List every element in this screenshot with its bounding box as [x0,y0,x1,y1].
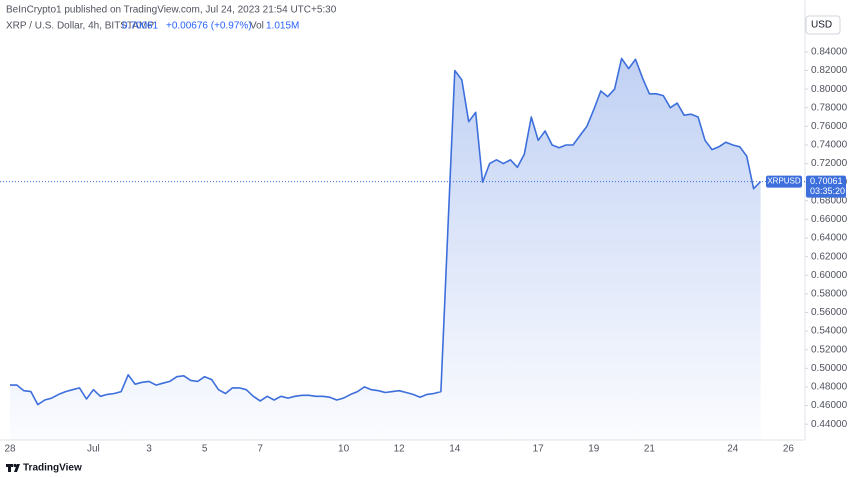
y-tick-label: 0.52000 [811,344,848,355]
x-tick-label: 26 [783,444,795,455]
x-tick-label: 14 [449,444,461,455]
y-tick-label: 0.68000 [811,195,848,206]
y-tick-label: 0.44000 [811,419,848,430]
symbol-badge [766,175,802,188]
countdown: 03:35:20 [810,186,845,196]
y-tick-label: 0.72000 [811,158,848,169]
y-tick-label: 0.62000 [811,251,848,262]
y-tick-label: 0.76000 [811,121,848,132]
x-tick-label: 24 [727,444,739,455]
volume: 1.015M [266,21,299,32]
brand-name: TradingView [23,463,82,474]
y-tick-label: 0.74000 [811,140,848,151]
x-tick-label: 7 [257,444,263,455]
currency: USD [811,20,832,31]
y-tick-label: 0.64000 [811,233,848,244]
x-tick-label: 17 [533,444,545,455]
y-tick-label: 0.46000 [811,400,848,411]
x-tick-label: 19 [588,444,600,455]
symbol: XRP / U.S. Dollar, 4h, BITSTAMP [6,21,154,32]
x-tick-label: 10 [338,444,350,455]
y-tick-label: 0.82000 [811,65,848,76]
y-tick-label: 0.58000 [811,289,848,300]
area-fill [10,58,761,441]
y-tick-label: 0.80000 [811,84,848,95]
last-price: 0.70061 [122,21,159,32]
y-tick-label: 0.66000 [811,214,848,225]
y-tick-label: 0.48000 [811,382,848,393]
currency-box[interactable] [805,15,841,35]
y-tick-label: 0.54000 [811,326,848,337]
price-badge [806,175,846,198]
brand [6,463,20,472]
y-tick-label: 0.78000 [811,102,848,113]
y-tick-label: 0.56000 [811,307,848,318]
x-tick-label: 21 [644,444,656,455]
x-tick-label: 28 [4,444,16,455]
price-line [10,57,762,406]
published-line: BeInCrypto1 published on TradingView.com… [6,5,337,16]
x-tick-label: 3 [146,444,152,455]
price-change: +0.00676 (+0.97%) [166,21,252,32]
y-tick-label: 0.84000 [811,47,848,58]
y-tick-label: 0.50000 [811,363,848,374]
price-badge-label: 0.70061 [810,176,843,186]
y-tick-label: 0.60000 [811,270,848,281]
x-tick-label: 12 [394,444,406,455]
x-tick-label: Jul [87,444,100,455]
volume-label: Vol [250,21,264,32]
x-tick-label: 5 [202,444,208,455]
symbol-badge-label: XRPUSD [767,177,801,186]
